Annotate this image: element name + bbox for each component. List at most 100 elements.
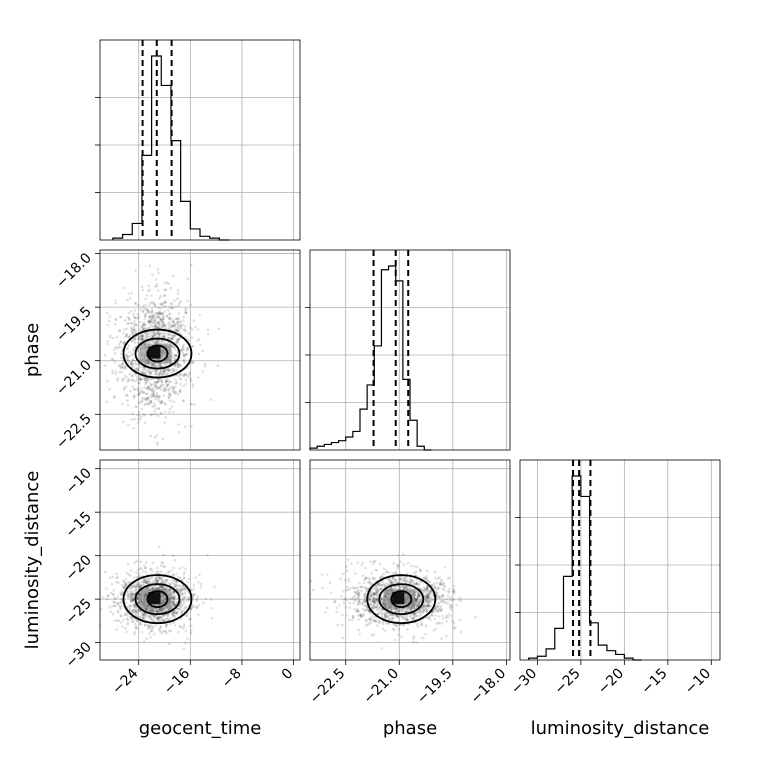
scatter-point (132, 603, 135, 606)
scatter-point (160, 619, 164, 622)
scatter-point (446, 616, 450, 619)
scatter-point (142, 321, 145, 324)
scatter-point (123, 341, 127, 344)
scatter-point (174, 603, 177, 607)
scatter-point (119, 606, 123, 610)
scatter-point (171, 613, 175, 617)
scatter-point (167, 642, 171, 646)
scatter-point (130, 418, 134, 421)
scatter-point (177, 328, 181, 332)
scatter-point (426, 596, 429, 599)
scatter-point (169, 337, 173, 341)
scatter-point (177, 607, 181, 610)
scatter-point (137, 609, 141, 613)
scatter-point (436, 577, 440, 580)
scatter-point (154, 381, 158, 385)
scatter-point (167, 372, 170, 376)
scatter-point (171, 320, 175, 323)
scatter-point (423, 595, 427, 599)
scatter-point (162, 581, 165, 584)
x-tick-label-phase: −19.5 (414, 666, 456, 708)
scatter-point (163, 310, 167, 313)
scatter-point (131, 619, 135, 623)
scatter-point (354, 599, 357, 602)
scatter-point (127, 336, 131, 339)
scatter-point (132, 328, 136, 331)
scatter-point (157, 341, 160, 344)
panel-background (100, 250, 300, 450)
scatter-point (425, 587, 429, 590)
scatter-point (361, 607, 365, 611)
scatter-point (171, 578, 175, 582)
scatter-point (133, 379, 137, 383)
scatter-point (416, 604, 420, 607)
scatter-point (364, 566, 367, 570)
scatter-point (158, 628, 161, 632)
scatter-point (147, 369, 151, 372)
scatter-point (371, 576, 375, 580)
scatter-point (196, 595, 200, 599)
scatter-point (170, 324, 174, 327)
scatter-point (125, 571, 129, 575)
scatter-point (156, 325, 159, 329)
scatter-point (156, 609, 159, 613)
scatter-point (166, 336, 170, 340)
scatter-point (120, 590, 124, 593)
scatter-point (134, 627, 138, 630)
scatter-panel-geocent_time-phase (99, 249, 301, 451)
scatter-point (162, 389, 166, 393)
scatter-point (352, 615, 355, 619)
scatter-point (170, 324, 174, 328)
scatter-point (111, 358, 115, 361)
scatter-point (129, 594, 133, 597)
scatter-point (412, 616, 415, 620)
scatter-point (126, 380, 129, 383)
scatter-point (146, 386, 149, 389)
scatter-point (144, 379, 148, 382)
scatter-point (427, 604, 430, 607)
scatter-point (161, 581, 165, 584)
scatter-point (172, 334, 176, 338)
scatter-point (160, 411, 163, 415)
scatter-point (130, 596, 134, 600)
scatter-point (154, 339, 157, 343)
scatter-point (357, 598, 361, 601)
scatter-point (126, 621, 130, 625)
scatter-point (143, 613, 146, 616)
scatter-point (115, 576, 118, 580)
scatter-point (160, 579, 164, 583)
scatter-point (177, 431, 181, 434)
scatter-point (174, 368, 178, 372)
scatter-point (375, 597, 379, 601)
scatter-point (430, 584, 434, 587)
scatter-point (188, 326, 192, 329)
scatter-point (373, 606, 377, 609)
scatter-point (415, 597, 418, 601)
scatter-point (108, 336, 112, 339)
scatter-point (377, 606, 381, 610)
scatter-point (158, 616, 162, 620)
scatter-point (192, 604, 196, 608)
scatter-point (183, 591, 187, 595)
scatter-point (167, 282, 170, 286)
scatter-point (199, 585, 203, 589)
scatter-point (196, 376, 200, 379)
scatter-point (375, 597, 379, 601)
scatter-point (134, 610, 137, 613)
scatter-point (152, 363, 156, 366)
scatter-point (141, 323, 145, 327)
scatter-point (131, 585, 135, 588)
scatter-point (192, 361, 195, 364)
scatter-point (147, 335, 151, 338)
scatter-point (121, 591, 124, 595)
scatter-point (419, 570, 423, 573)
scatter-point (393, 610, 397, 613)
scatter-point (144, 615, 147, 619)
scatter-point (410, 564, 413, 568)
scatter-point (151, 335, 154, 339)
scatter-point (143, 327, 147, 330)
scatter-point (124, 584, 127, 588)
scatter-point (132, 597, 136, 601)
contour-level-2 (134, 583, 181, 616)
scatter-point (210, 606, 213, 610)
